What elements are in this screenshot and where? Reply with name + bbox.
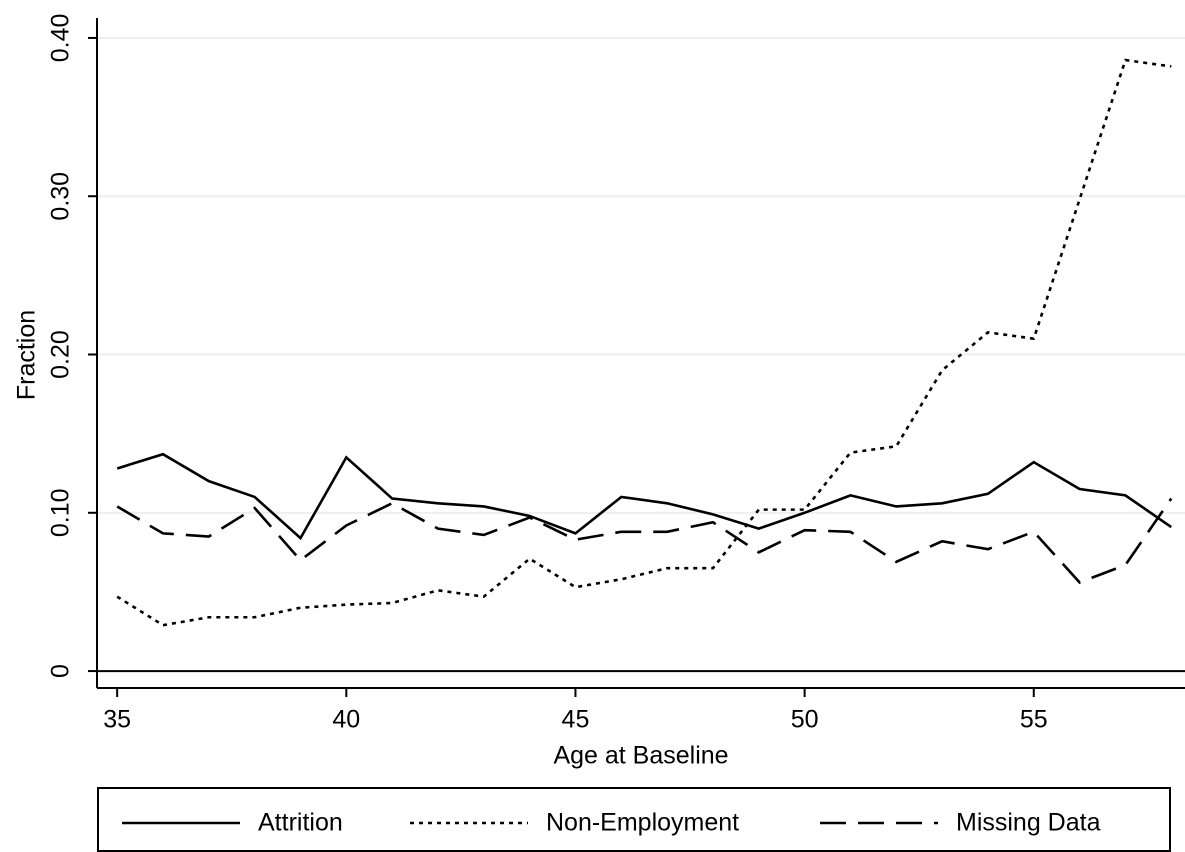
line-series	[116, 452, 1172, 541]
legend-box	[97, 787, 1171, 852]
y-tick-label: 0	[47, 664, 75, 678]
legend-label: Attrition	[258, 809, 343, 837]
x-tick-label: 55	[1020, 706, 1048, 734]
x-axis-title: Age at Baseline	[553, 742, 728, 770]
x-tick-label: 35	[103, 706, 131, 734]
line-series	[116, 58, 1172, 627]
y-tick-label: 0.40	[47, 14, 75, 63]
y-tick-label: 0.20	[47, 330, 75, 379]
line-series	[116, 497, 1173, 584]
y-axis-title: Fraction	[13, 310, 41, 400]
y-tick-label: 0.10	[47, 488, 75, 537]
legend-label: Non-Employment	[546, 809, 739, 837]
legend-label: Missing Data	[956, 809, 1101, 837]
y-tick-label: 0.30	[47, 172, 75, 221]
x-tick-label: 50	[791, 706, 819, 734]
x-tick-label: 40	[332, 706, 360, 734]
x-tick-label: 45	[562, 706, 590, 734]
